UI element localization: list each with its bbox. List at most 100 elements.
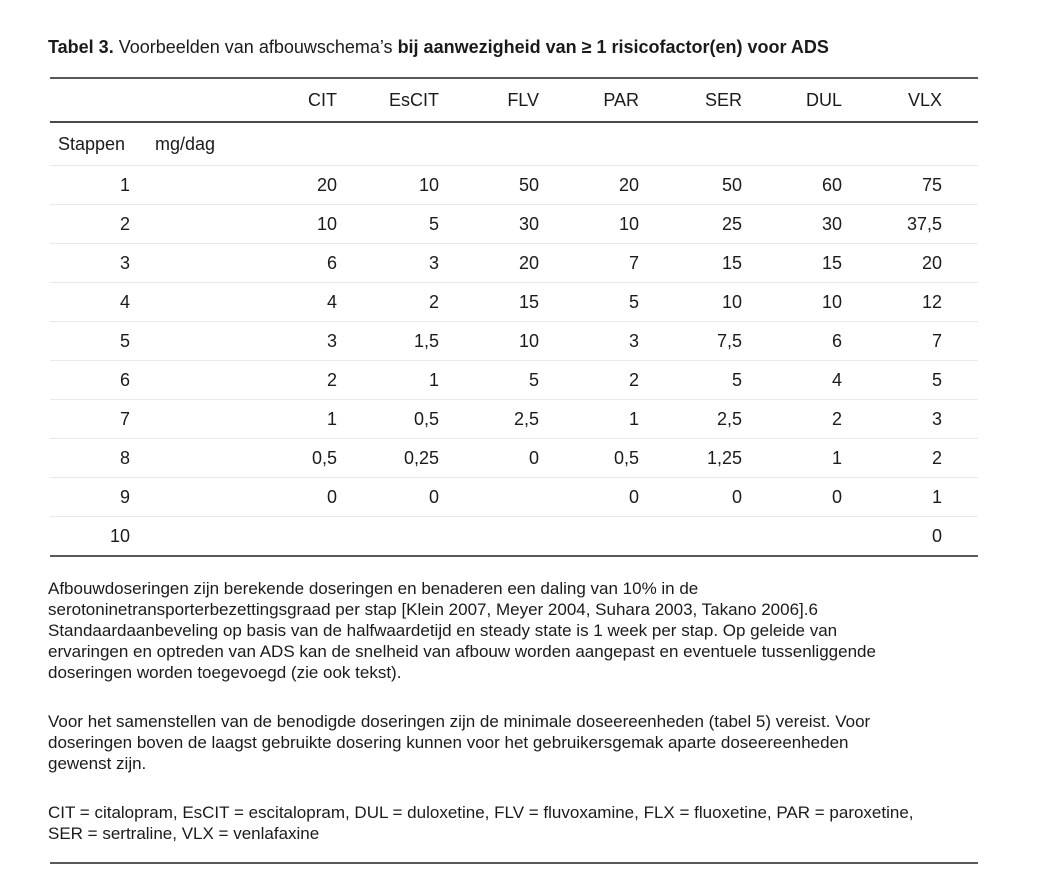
dose-cell: 1,5: [347, 321, 449, 361]
spacer-cell: [140, 360, 247, 400]
dose-cell: 7: [549, 243, 649, 283]
dose-cell: 1,25: [649, 438, 752, 478]
table-row: 8 0,5 0,25 0 0,5 1,25 1 2: [50, 438, 978, 478]
spacer-cell: [140, 399, 247, 439]
table-row: 5 3 1,5 10 3 7,5 6 7: [50, 321, 978, 361]
spacer-cell: [140, 321, 247, 361]
bottom-divider: [50, 862, 978, 864]
dose-cell: [449, 517, 549, 557]
dose-cell: 0: [931, 525, 942, 546]
step-cell: 7: [50, 399, 140, 439]
column-header-vlx: VLX: [852, 78, 978, 123]
column-header-ser: SER: [649, 78, 752, 123]
caption-emphasis: bij aanwezigheid van ≥ 1 risicofactor(en…: [397, 37, 829, 57]
dose-cell: 20: [549, 165, 649, 205]
note-units: Voor het samenstellen van de benodigde d…: [48, 712, 871, 773]
dose-cell: 0: [449, 438, 549, 478]
dose-cell: 50: [649, 165, 752, 205]
unit-label: mg/dag: [140, 122, 247, 166]
step-cell: 2: [50, 204, 140, 244]
dose-cell: 5: [649, 360, 752, 400]
spacer-cell: [140, 438, 247, 478]
dose-cell: [449, 477, 549, 517]
drug-header-row: CIT EsCIT FLV PAR SER DUL VLX: [50, 78, 978, 123]
dose-cell: 60: [752, 165, 852, 205]
dose-cell: 20: [247, 165, 347, 205]
table-row: 2 10 5 30 10 25 30 37,5: [50, 204, 978, 244]
dose-cell: 0,5: [549, 438, 649, 478]
dose-cell: 20: [449, 243, 549, 283]
dose-cell: 15: [752, 243, 852, 283]
table-caption: Tabel 3. Voorbeelden van afbouwschema’s …: [48, 36, 978, 58]
dose-cell: 0,5: [347, 399, 449, 439]
dose-cell: 0: [549, 477, 649, 517]
dose-cell: 12: [852, 282, 978, 322]
step-cell: 3: [50, 243, 140, 283]
empty-header-cell: [50, 78, 247, 123]
dose-cell: 2: [549, 360, 649, 400]
dose-cell: 5: [449, 360, 549, 400]
dose-cell: 20: [852, 243, 978, 283]
dose-cell: 3: [852, 399, 978, 439]
dose-cell: 2: [247, 360, 347, 400]
spacer-cell: [140, 477, 247, 517]
column-header-dul: DUL: [752, 78, 852, 123]
dose-cell: 2,5: [449, 399, 549, 439]
dose-cell: 1: [549, 399, 649, 439]
step-cell: 1: [50, 165, 140, 205]
dose-cell: 4: [752, 360, 852, 400]
dose-cell: 6: [752, 321, 852, 361]
dose-cell: 3: [549, 321, 649, 361]
step-cell: 10: [109, 525, 130, 546]
table-row: 4 4 2 15 5 10 10 12: [50, 282, 978, 322]
dose-table: CIT EsCIT FLV PAR SER DUL VLX Stappen mg…: [50, 77, 978, 557]
note-dosing: Afbouwdoseringen zijn berekende dosering…: [48, 579, 876, 682]
dose-cell: 10: [247, 204, 347, 244]
dose-cell: 25: [649, 204, 752, 244]
dose-cell: 10: [449, 321, 549, 361]
column-header-par: PAR: [549, 78, 649, 123]
steps-label: Stappen: [50, 122, 140, 166]
dose-cell: 3: [347, 243, 449, 283]
dose-cell: 5: [852, 360, 978, 400]
table-row: 9 0 0 0 0 0 1: [50, 477, 978, 517]
column-header-cit: CIT: [247, 78, 347, 123]
dose-cell: 0,5: [247, 438, 347, 478]
sub-header-spacer: [247, 122, 978, 166]
spacer-cell: [140, 282, 247, 322]
dose-cell: 0: [247, 477, 347, 517]
dose-cell: 10: [649, 282, 752, 322]
column-header-flv: FLV: [449, 78, 549, 123]
dose-cell: 10: [347, 165, 449, 205]
note-abbreviations: CIT = citalopram, EsCIT = escitalopram, …: [48, 803, 914, 843]
caption-text: Voorbeelden van afbouwschema’s: [118, 37, 398, 57]
column-header-escit: EsCIT: [347, 78, 449, 123]
dose-cell: 7: [852, 321, 978, 361]
table-row: 10 0: [50, 517, 978, 557]
table-row: 1 20 10 50 20 50 60 75: [50, 165, 978, 205]
dose-cell: 5: [347, 204, 449, 244]
dose-cell: 15: [449, 282, 549, 322]
dose-cell: [649, 517, 752, 557]
dose-cell: 2: [347, 282, 449, 322]
dose-cell: [549, 517, 649, 557]
dose-cell: 15: [649, 243, 752, 283]
spacer-cell: [140, 243, 247, 283]
table-row: 6 2 1 5 2 5 4 5: [50, 360, 978, 400]
dose-cell: 10: [549, 204, 649, 244]
dose-cell: [752, 517, 852, 557]
dose-cell: 75: [852, 165, 978, 205]
dose-cell: 37,5: [852, 204, 978, 244]
step-cell: 8: [50, 438, 140, 478]
dose-cell: 1: [347, 360, 449, 400]
table-row: 3 6 3 20 7 15 15 20: [50, 243, 978, 283]
dose-cell: 6: [247, 243, 347, 283]
step-cell: 6: [50, 360, 140, 400]
dose-cell: 3: [247, 321, 347, 361]
spacer-cell: [140, 517, 247, 557]
dose-cell: 30: [752, 204, 852, 244]
dose-cell: 2: [752, 399, 852, 439]
dose-cell: 5: [549, 282, 649, 322]
dose-cell: 2: [852, 438, 978, 478]
